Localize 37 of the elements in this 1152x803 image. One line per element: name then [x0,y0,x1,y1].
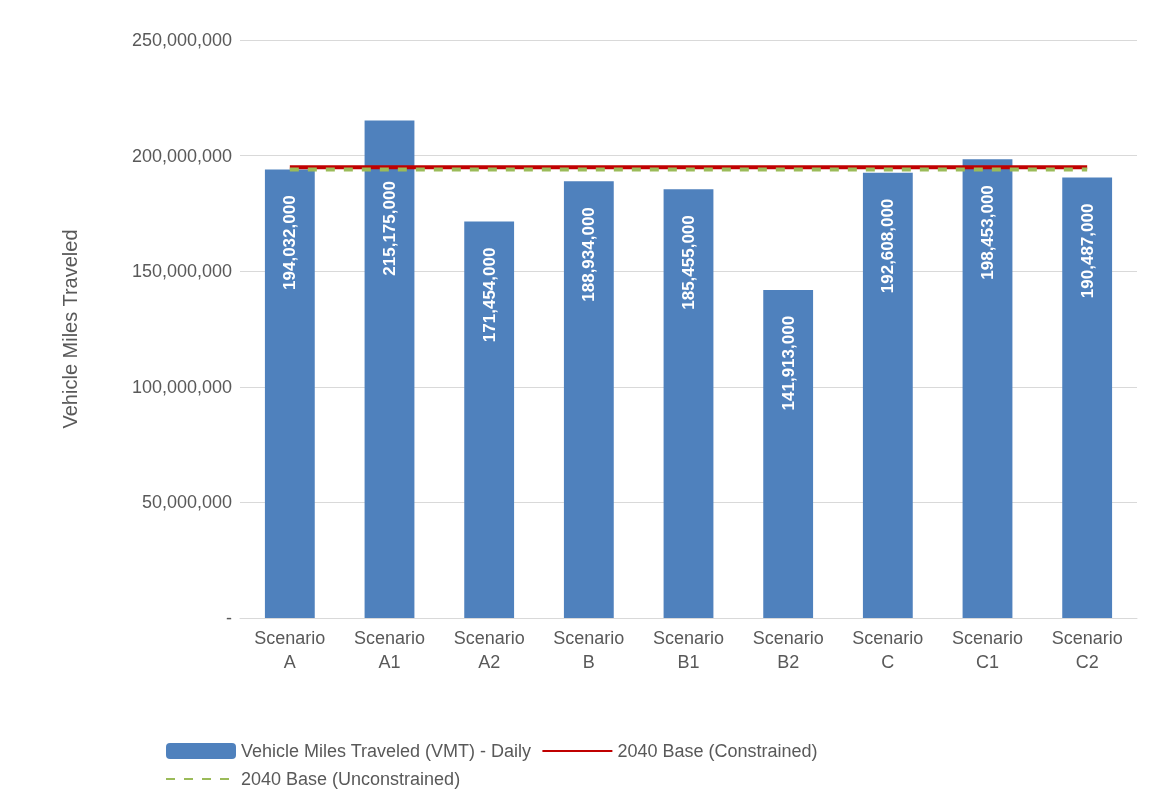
y-tick-label: 50,000,000 [141,492,232,513]
bar [264,169,315,618]
y-tick-label: 250,000,000 [131,30,232,50]
data-label: 194,032,000 [280,195,300,290]
data-label: 171,454,000 [479,247,499,343]
legend-label: 2040 Base (Unconstrained) [241,769,461,789]
data-label: 141,913,000 [778,315,798,411]
bar [464,221,515,618]
data-label: 188,934,000 [579,207,599,302]
x-tick-label: Scenario A1 [353,628,426,672]
x-tick-label: Scenario B2 [752,628,824,672]
data-label: 190,487,000 [1077,203,1097,299]
x-tick-label: Scenario B [553,628,625,672]
y-tick-label: 100,000,000 [131,376,232,397]
data-label: 185,455,000 [679,215,698,310]
data-label: 215,175,000 [380,181,399,276]
data-label: 192,608,000 [878,198,898,294]
x-tick-label: Scenario C1 [951,628,1024,672]
bar [563,181,614,618]
bar [763,289,814,618]
y-tick-label: - [226,608,232,628]
x-tick-label: Scenario A [254,628,326,672]
data-label: 198,453,000 [978,185,997,280]
x-tick-label: Scenario C2 [1051,628,1123,672]
bar [862,172,913,618]
y-tick-label: 150,000,000 [131,261,232,282]
bar [1062,177,1113,618]
y-axis-title: Vehicle Miles Traveled [59,229,81,429]
x-tick-label: Scenario A2 [453,628,525,672]
legend-label: Vehicle Miles Traveled (VMT) - Daily [241,741,532,761]
x-tick-label: Scenario C [852,628,924,672]
y-tick-label: 200,000,000 [131,145,232,166]
bar [663,189,714,618]
bar [962,159,1013,618]
legend-label: 2040 Base (Constrained) [617,741,818,761]
x-tick-label: Scenario B1 [652,628,725,672]
bar [364,120,415,618]
